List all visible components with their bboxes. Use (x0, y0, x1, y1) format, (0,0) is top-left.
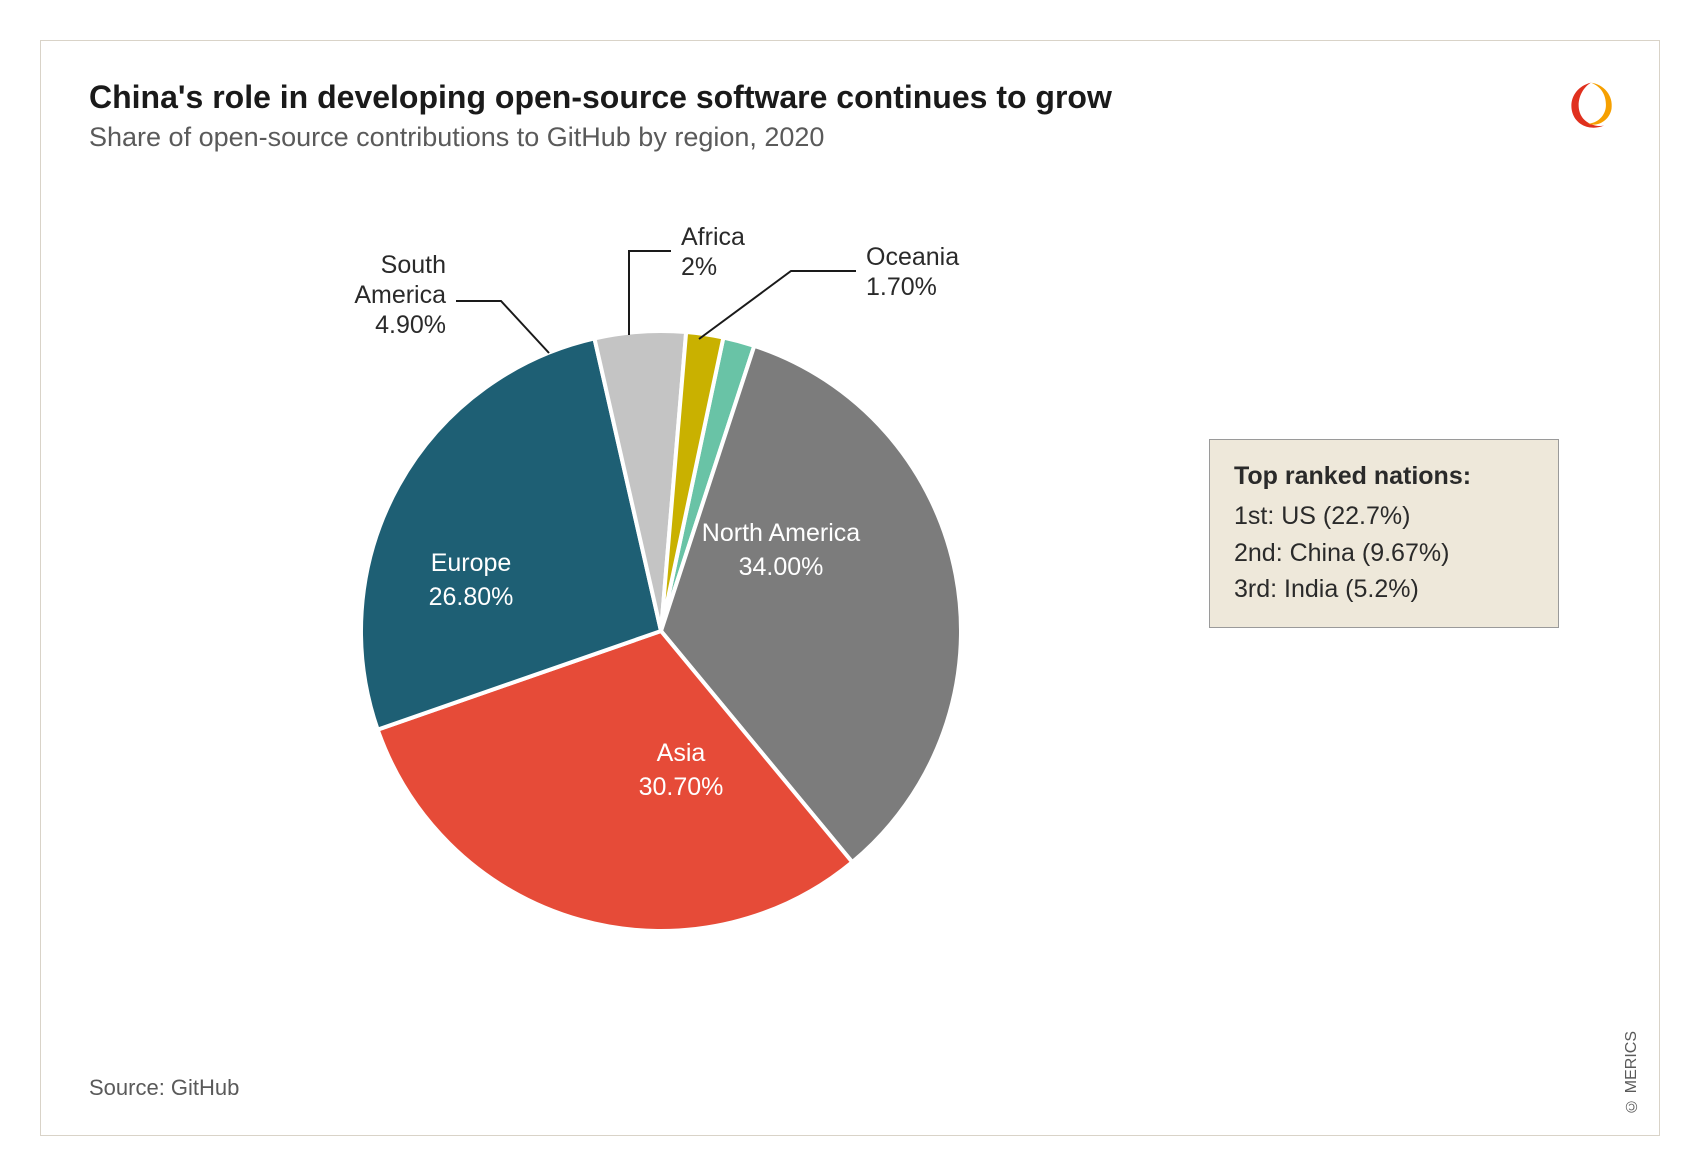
credit-text: © MERICS (1623, 1031, 1641, 1115)
label-north-america: North America (702, 519, 860, 547)
top-nations-infobox: Top ranked nations: 1st: US (22.7%) 2nd:… (1209, 439, 1559, 628)
source-text: Source: GitHub (89, 1075, 239, 1101)
chart-frame: China's role in developing open-source s… (40, 40, 1660, 1136)
label-south-america-1: South (381, 251, 446, 279)
leader-oceania (699, 271, 856, 339)
value-south-america: 4.90% (375, 311, 446, 339)
infobox-row: 3rd: India (5.2%) (1234, 571, 1534, 607)
value-africa: 2% (681, 253, 717, 281)
value-europe: 26.80% (429, 583, 514, 611)
label-africa: Africa (681, 223, 745, 251)
infobox-heading: Top ranked nations: (1234, 458, 1534, 494)
label-asia: Asia (657, 739, 706, 767)
leader-south-america (456, 301, 549, 353)
leader-africa (629, 251, 671, 335)
value-oceania: 1.70% (866, 273, 937, 301)
infobox-row: 2nd: China (9.67%) (1234, 535, 1534, 571)
value-north-america: 34.00% (739, 553, 824, 581)
value-asia: 30.70% (639, 773, 724, 801)
label-europe: Europe (431, 549, 512, 577)
label-oceania: Oceania (866, 243, 959, 271)
infobox-row: 1st: US (22.7%) (1234, 498, 1534, 534)
label-south-america-2: America (354, 281, 446, 309)
